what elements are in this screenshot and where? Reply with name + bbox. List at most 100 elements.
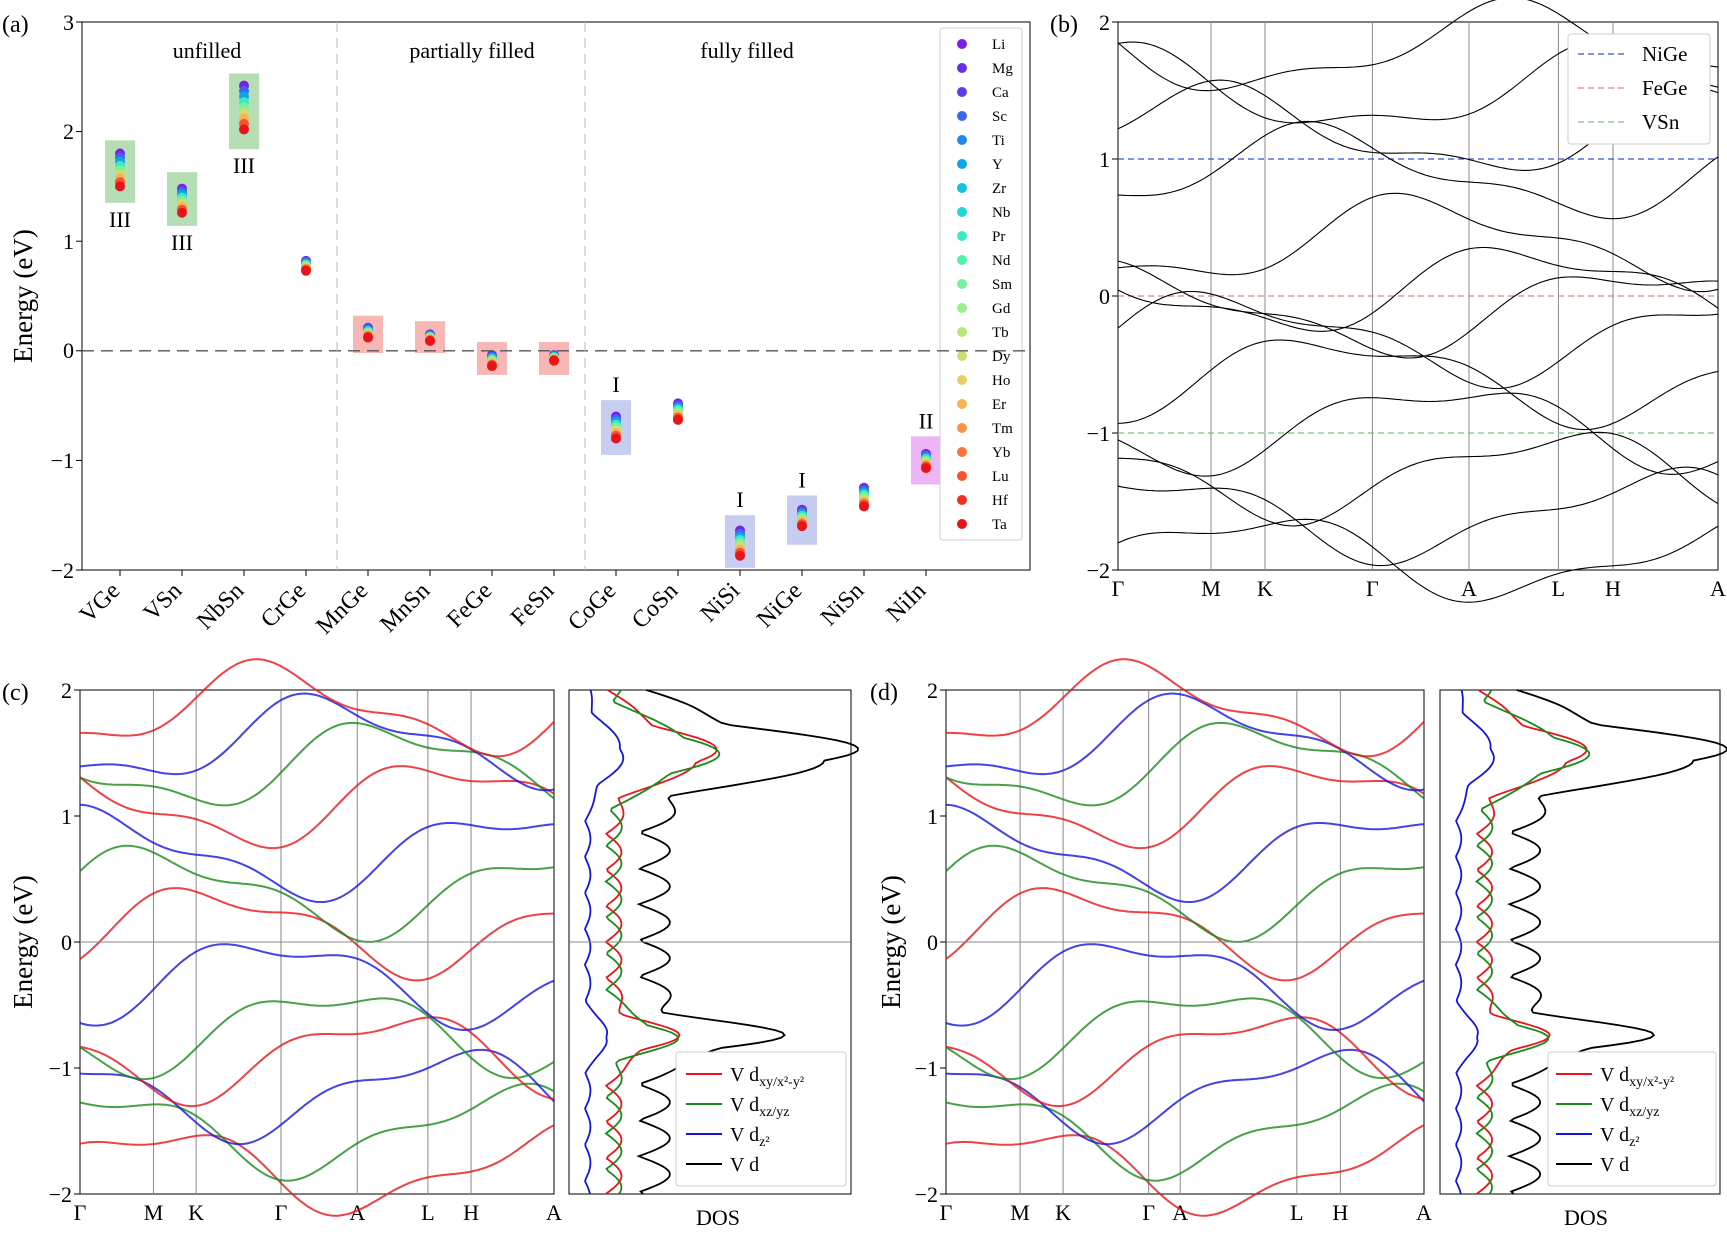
legend-label: Mg xyxy=(992,61,1013,77)
k-point-label: K xyxy=(1055,1200,1071,1225)
legend-marker xyxy=(957,495,967,505)
k-point-label: K xyxy=(188,1200,204,1225)
region-label-partially-filled: partially filled xyxy=(409,38,534,63)
legend-label: V dxy/x²-y² xyxy=(730,1064,804,1090)
band-line xyxy=(945,1048,1425,1146)
band-line xyxy=(79,1082,555,1182)
x-tick-label: MnGe xyxy=(311,578,373,640)
k-point-label: Γ xyxy=(1366,576,1379,601)
panel-b-label: (b) xyxy=(1050,12,1078,38)
group-type-label: III xyxy=(171,230,193,255)
band-line xyxy=(945,887,1425,982)
y-tick-label: 2 xyxy=(61,678,72,703)
legend-marker xyxy=(957,63,967,73)
band-line xyxy=(945,844,1425,943)
k-point-label: Γ xyxy=(940,1200,953,1225)
legend-frame xyxy=(1547,1051,1717,1187)
legend-label: Zr xyxy=(992,181,1006,197)
legend-marker xyxy=(957,447,967,457)
legend-label: Lu xyxy=(992,469,1009,485)
legend-label: FeGe xyxy=(1642,76,1688,100)
legend-label: Tb xyxy=(992,325,1009,341)
x-tick-label: NiSn xyxy=(816,578,869,631)
dos-curves xyxy=(569,689,859,1195)
x-tick-label: FeSn xyxy=(506,578,559,631)
k-point-label: Γ xyxy=(275,1200,288,1225)
legend-label: Ca xyxy=(992,85,1009,101)
band-line xyxy=(945,1016,1425,1108)
legend-marker xyxy=(957,375,967,385)
legend-label: Gd xyxy=(992,301,1011,317)
panel-d-ylabel: Energy (eV) xyxy=(876,875,906,1009)
k-point-label: Γ xyxy=(1112,576,1125,601)
group-type-label: I xyxy=(798,467,805,492)
legend-label: Ta xyxy=(992,517,1007,533)
legend-marker xyxy=(957,351,967,361)
panel-c-ylabel: Energy (eV) xyxy=(8,875,38,1009)
panel-a-label: (a) xyxy=(2,12,29,38)
band-lines xyxy=(945,658,1425,1217)
y-tick-labels: −2 −1 0 1 2 xyxy=(1087,10,1118,583)
legend-marker xyxy=(957,39,967,49)
y-tick-label: 3 xyxy=(63,10,74,35)
data-point xyxy=(239,124,249,135)
legend-marker xyxy=(957,471,967,481)
legend-marker xyxy=(957,519,967,529)
y-tick-label: −2 xyxy=(51,558,74,583)
legend-marker xyxy=(957,159,967,169)
data-point xyxy=(177,207,187,218)
legend-label: Hf xyxy=(992,493,1008,509)
band-line xyxy=(79,943,555,1032)
k-point-label: A xyxy=(1710,576,1726,601)
panel-a: (a) Energy (eV) unfilled partially fille… xyxy=(2,10,1031,640)
band-line xyxy=(79,997,555,1081)
band-line xyxy=(80,658,555,758)
band-line xyxy=(1117,431,1719,527)
y-tick-label: 1 xyxy=(1099,147,1110,172)
band-line xyxy=(79,803,555,903)
band-line xyxy=(1117,466,1719,567)
y-tick-labels: −2 −1 0 1 2 xyxy=(915,678,946,1207)
legend-label: V dxy/x²-y² xyxy=(1600,1064,1674,1090)
band-line xyxy=(79,692,555,792)
band-line xyxy=(945,1082,1425,1182)
y-tick-label: 0 xyxy=(61,930,72,955)
legend-marker xyxy=(957,423,967,433)
legend-label: Pr xyxy=(992,229,1005,245)
k-point-label: Γ xyxy=(74,1200,87,1225)
band-line xyxy=(79,1124,555,1217)
legend-frame xyxy=(939,27,1023,541)
k-point-label: Γ xyxy=(1142,1200,1155,1225)
x-tick-label: FeGe xyxy=(442,578,497,633)
band-lines xyxy=(79,658,555,1217)
legend-label: V dxz/yz xyxy=(1600,1094,1659,1120)
legend-marker xyxy=(957,231,967,241)
band-line xyxy=(945,721,1425,807)
band-line xyxy=(945,692,1425,792)
data-point xyxy=(611,433,621,444)
legend-label: V d xyxy=(1600,1154,1629,1176)
band-line xyxy=(945,803,1425,903)
k-point-label: M xyxy=(1010,1200,1030,1225)
legend-label: Er xyxy=(992,397,1006,413)
group-type-label: II xyxy=(919,408,934,433)
y-tick-label: −2 xyxy=(915,1182,938,1207)
k-point-label: K xyxy=(1257,576,1273,601)
legend-marker xyxy=(957,279,967,289)
region-label-unfilled: unfilled xyxy=(173,38,241,63)
legend-label: Dy xyxy=(992,349,1011,365)
y-tick-label: −1 xyxy=(51,448,74,473)
k-point-label: H xyxy=(1332,1200,1348,1225)
group-type-label: I xyxy=(612,372,619,397)
legend-label: Yb xyxy=(992,445,1010,461)
x-tick-label: NiGe xyxy=(752,578,807,633)
data-point xyxy=(115,181,125,192)
data-point xyxy=(549,355,559,366)
region-label-fully-filled: fully filled xyxy=(700,38,793,63)
band-line xyxy=(945,943,1425,1032)
dos-xlabel: DOS xyxy=(696,1205,740,1230)
data-point xyxy=(363,332,373,343)
y-tick-label: 0 xyxy=(63,338,74,363)
